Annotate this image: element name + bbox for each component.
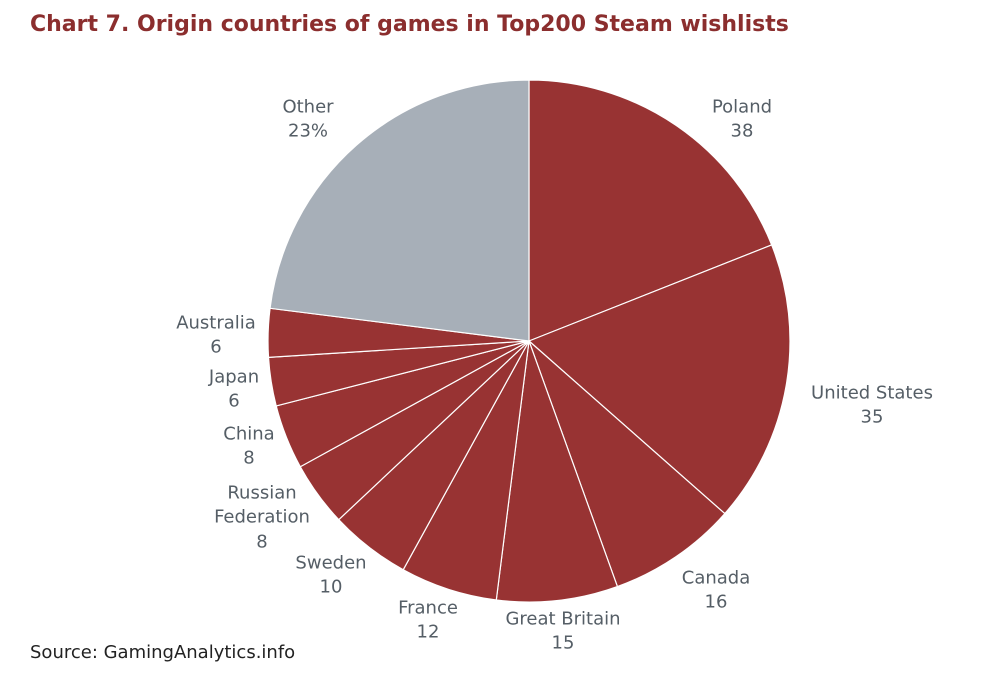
category-label: United States — [811, 382, 933, 404]
category-label: Japan — [208, 366, 260, 388]
value-label: 8 — [243, 448, 255, 469]
pie-slice — [495, 340, 619, 603]
slice-label: Australia 6 — [176, 312, 256, 361]
chart-title: Chart 7. Origin countries of games in To… — [30, 12, 789, 37]
slice-label: Canada 16 — [682, 567, 751, 616]
category-label: Other — [282, 96, 334, 118]
slice-label: United States 35 — [811, 382, 933, 431]
value-label: 15 — [551, 633, 575, 654]
category-label: Sweden — [295, 552, 367, 574]
source: Source: GamingAnalytics.info — [30, 642, 296, 663]
category-label: Australia — [176, 312, 256, 334]
category-label: Canada — [681, 567, 751, 589]
pie-slice — [527, 244, 791, 515]
value-label: 6 — [210, 337, 222, 358]
category-label: Russian Federation — [214, 482, 310, 528]
slice-label: France 12 — [398, 597, 458, 646]
value-label: 10 — [319, 577, 343, 598]
value-label: 16 — [704, 592, 728, 613]
category-label: Great Britain — [505, 608, 621, 630]
value-label: 38 — [730, 121, 754, 142]
slice-label: Other 23% — [282, 96, 333, 145]
slice-label: China 8 — [223, 423, 274, 472]
value-label: 6 — [228, 391, 240, 412]
category-label: France — [398, 597, 458, 619]
slice-label: Sweden 10 — [295, 552, 366, 601]
value-label: 35 — [860, 407, 884, 428]
value-label: 12 — [416, 622, 440, 643]
slice-label: Poland 38 — [712, 96, 772, 145]
pie-slice — [528, 79, 773, 342]
pie-slice — [269, 79, 530, 342]
category-label: China — [223, 423, 275, 445]
pie-slice — [528, 340, 726, 588]
slice-label: Russian Federation 8 — [202, 482, 322, 555]
slice-label: Japan 6 — [209, 366, 259, 415]
value-label: 23% — [287, 121, 329, 142]
value-label: 8 — [256, 531, 268, 553]
slice-label: Great Britain 15 — [505, 608, 620, 657]
category-label: Poland — [711, 96, 773, 118]
